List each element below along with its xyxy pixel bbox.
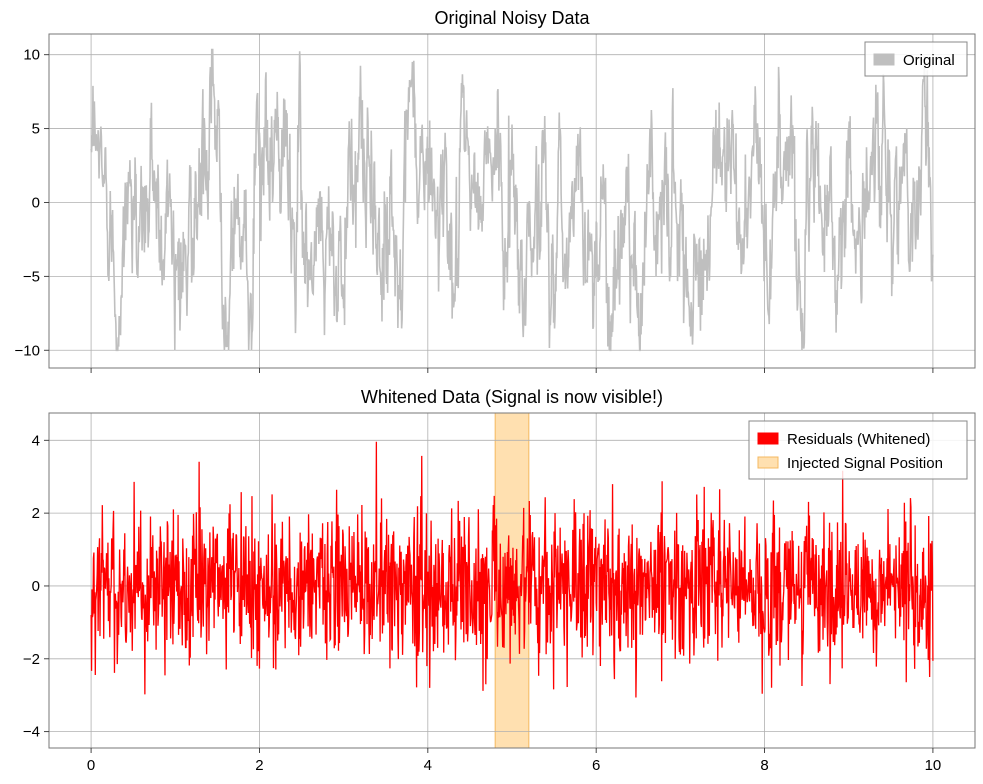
y-tick-label: −4 (23, 724, 40, 741)
legend: Original (864, 41, 968, 77)
chart-title: Whitened Data (Signal is now visible!) (361, 387, 663, 407)
y-tick-label: −2 (23, 651, 40, 668)
legend-swatch (757, 432, 779, 445)
legend: Residuals (Whitened) Injected Signal Posi… (748, 420, 968, 480)
legend-label: Residuals (Whitened) (787, 431, 930, 448)
panel-1: −10 −5 0 5 10 Original Noisy Data Original (15, 8, 976, 373)
axes-frame (48, 33, 976, 369)
series-line-residuals (90, 441, 934, 698)
x-tick-label: 6 (592, 757, 600, 774)
y-tick-label: 0 (32, 578, 40, 595)
x-tick-label: 10 (925, 757, 942, 774)
legend-swatch (757, 456, 779, 469)
y-tick-label: −5 (23, 268, 40, 285)
y-tick-label: −10 (15, 342, 40, 359)
legend-swatch (873, 53, 895, 66)
panel-2: 0 2 4 6 8 10 −4 −2 0 2 4 Whitened Data (Signal is n… (23, 387, 976, 774)
series-line-original (90, 48, 934, 352)
x-tick-label: 8 (760, 757, 768, 774)
x-tick-label: 0 (87, 757, 95, 774)
y-tick-label: 10 (23, 47, 40, 64)
y-tick-label: 0 (32, 194, 40, 211)
legend-label: Injected Signal Position (787, 455, 943, 472)
y-tick-label: 5 (32, 121, 40, 138)
x-tick-label: 4 (424, 757, 432, 774)
legend-label: Original (903, 52, 955, 69)
axes-frame (48, 412, 976, 749)
y-tick-label: 4 (32, 432, 40, 449)
chart-title: Original Noisy Data (434, 8, 590, 28)
y-tick-label: 2 (32, 505, 40, 522)
x-tick-label: 2 (255, 757, 263, 774)
legend-box (748, 420, 968, 480)
